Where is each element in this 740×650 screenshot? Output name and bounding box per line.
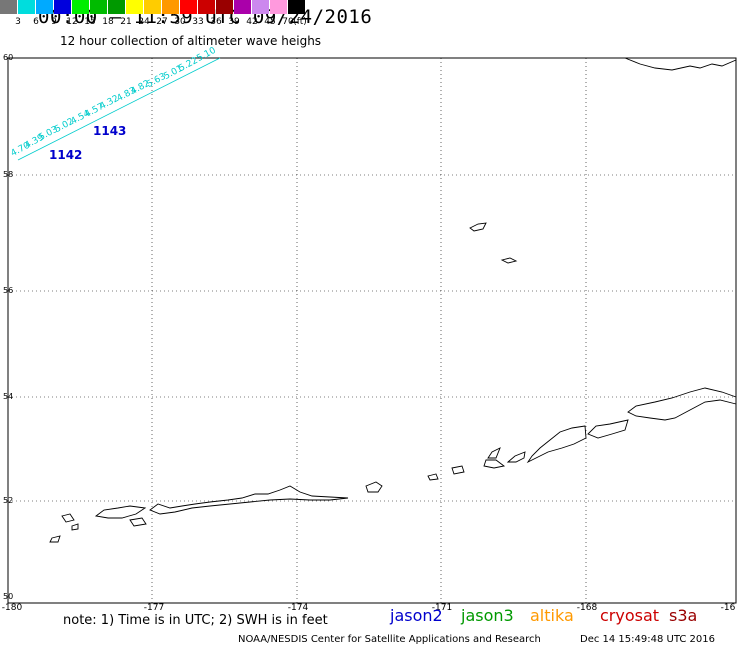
- satellite-s3a: s3a: [669, 606, 698, 625]
- legend-label: 33: [192, 17, 204, 27]
- legend-swatch: [270, 0, 287, 14]
- coastlines: [49, 57, 737, 543]
- legend-swatch: [180, 0, 197, 14]
- x-tick-label: -168: [576, 603, 598, 613]
- legend-label: 18: [102, 17, 114, 27]
- legend-swatch: [36, 0, 53, 14]
- satellite-altika: altika: [530, 606, 574, 625]
- satellite-jason2: jason2: [390, 606, 443, 625]
- legend-label: 42: [246, 17, 258, 27]
- legend-label: 3: [15, 17, 21, 27]
- y-tick-label: 50: [3, 592, 14, 601]
- credit-text: NOAA/NESDIS Center for Satellite Applica…: [238, 634, 541, 645]
- satellite-jason3: jason3: [461, 606, 514, 625]
- legend-label: 39: [228, 17, 240, 27]
- x-tick-label: -180: [1, 603, 23, 613]
- legend-swatch: [252, 0, 269, 14]
- legend-unit: (ft): [293, 17, 307, 27]
- legend-label: 70: [282, 17, 294, 27]
- legend-swatch: [216, 0, 233, 14]
- x-tick-label: -16: [720, 603, 736, 613]
- legend-swatch: [288, 0, 305, 14]
- x-tick-label: -177: [143, 603, 165, 613]
- x-tick-label: -171: [431, 603, 453, 613]
- y-tick-label: 52: [3, 496, 14, 505]
- legend-label: 45: [264, 17, 276, 27]
- y-tick-label: 58: [3, 170, 14, 179]
- grid-lines: [8, 58, 736, 603]
- satellite-cryosat: cryosat: [600, 606, 660, 625]
- altimeter-track: [17, 57, 221, 161]
- legend-label: 30: [174, 17, 186, 27]
- legend-swatch: [108, 0, 125, 14]
- legend-label: 27: [156, 17, 168, 27]
- legend-swatch: [18, 0, 35, 14]
- legend-label: 36: [210, 17, 222, 27]
- legend-swatch: [126, 0, 143, 14]
- legend-label: 24: [138, 17, 150, 27]
- color-legend: 3 6 9 12 15 18 21 24 27 30 33 36 39 42 4…: [0, 0, 308, 30]
- page-subtitle: 12 hour collection of altimeter wave hei…: [60, 34, 322, 48]
- legend-swatch: [162, 0, 179, 14]
- y-tick-label: 56: [3, 286, 14, 295]
- legend-label: 12: [66, 17, 78, 27]
- legend-swatch: [0, 0, 17, 14]
- legend-swatch: [198, 0, 215, 14]
- map-frame: [7, 57, 737, 604]
- legend-swatch: [90, 0, 107, 14]
- pass-label: 1142: [49, 148, 83, 162]
- generated-timestamp: Dec 14 15:49:48 UTC 2016: [580, 634, 715, 645]
- legend-label: 6: [33, 17, 39, 27]
- x-tick-label: -174: [287, 603, 309, 613]
- legend-swatch: [54, 0, 71, 14]
- legend-label: 15: [84, 17, 96, 27]
- legend-swatch: [234, 0, 251, 14]
- y-tick-label: 60: [3, 53, 14, 62]
- pass-label: 1143: [93, 124, 127, 138]
- legend-swatch: [144, 0, 161, 14]
- y-tick-label: 54: [3, 392, 14, 401]
- legend-label: 9: [51, 17, 57, 27]
- legend-label: 21: [120, 17, 132, 27]
- legend-swatch: [72, 0, 89, 14]
- footer-note: note: 1) Time is in UTC; 2) SWH is in fe…: [63, 613, 328, 628]
